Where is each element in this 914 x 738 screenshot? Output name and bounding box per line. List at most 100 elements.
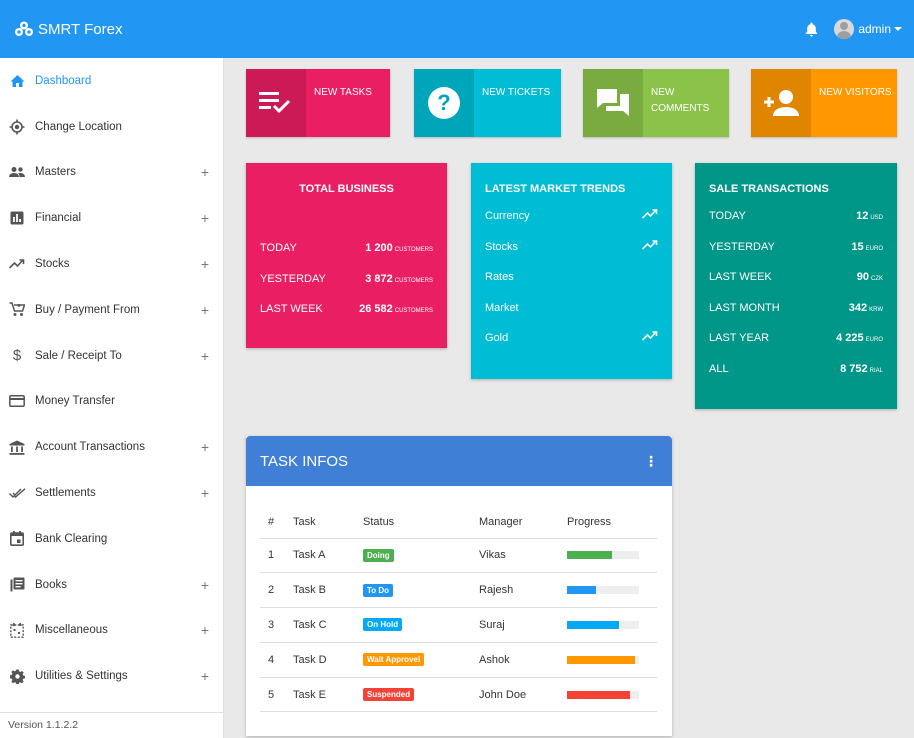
expand-icon[interactable]: +: [200, 301, 209, 318]
expand-icon[interactable]: +: [200, 210, 209, 227]
location-icon: [8, 118, 26, 136]
expand-icon[interactable]: +: [200, 164, 209, 181]
status-badge: Doing: [363, 548, 394, 562]
stat-label: YESTERDAY: [260, 272, 326, 285]
market-trends-card: LATEST MARKET TRENDS Currency Stocks Rat…: [471, 163, 672, 379]
trend-row[interactable]: Gold: [471, 323, 672, 354]
sidebar: Dashboard Change Location Masters + Fina…: [0, 58, 224, 738]
progress-bar: [567, 655, 639, 664]
trend-label: Stocks: [485, 240, 519, 253]
trend-row[interactable]: Currency: [471, 201, 672, 232]
task-manager: Rajesh: [479, 572, 567, 609]
stat-value: 4 225: [836, 332, 864, 345]
stat-unit: EURO: [865, 337, 883, 344]
infobox-new-visitors[interactable]: NEW VISITORS: [751, 69, 897, 137]
sidebar-item-money-transfer[interactable]: Money Transfer: [0, 379, 223, 425]
infobox-new-comments[interactable]: NEW COMMENTS: [583, 69, 729, 137]
sidebar-item-dashboard[interactable]: Dashboard: [0, 58, 223, 104]
task-name: Task D: [293, 642, 363, 678]
sidebar-item-label: Sale / Receipt To: [35, 349, 122, 362]
help-icon: ?: [414, 69, 474, 137]
sidebar-item-stocks[interactable]: Stocks +: [0, 241, 223, 287]
expand-icon[interactable]: +: [200, 347, 209, 364]
stat-row: LAST MONTH 342 KRW: [695, 293, 897, 324]
task-infos-header: TASK INFOS ⋮: [246, 436, 672, 486]
trend-label: Rates: [485, 271, 514, 284]
brand[interactable]: SMRT Forex: [14, 21, 122, 38]
more-vert-icon[interactable]: ⋮: [644, 452, 658, 469]
total-business-card: TOTAL BUSINESS TODAY 1 200 CUSTOMERS YEST…: [246, 163, 447, 348]
task-manager: Vikas: [479, 538, 567, 574]
calendar-icon: [8, 530, 26, 548]
table-row[interactable]: 4 Task D Wait Approvel Ashok: [260, 642, 657, 678]
avatar[interactable]: [834, 19, 855, 39]
people-icon: [8, 163, 26, 181]
infobox-label: NEW TASKS: [314, 87, 372, 98]
stat-unit: CUSTOMERS: [394, 308, 433, 315]
stat-row: LAST WEEK 26 582 CUSTOMERS: [246, 294, 447, 325]
table-row[interactable]: 2 Task B To Do Rajesh: [260, 572, 657, 609]
sidebar-item-account-transactions[interactable]: Account Transactions +: [0, 424, 223, 470]
sidebar-item-bank-clearing[interactable]: Bank Clearing: [0, 516, 223, 562]
stat-unit: KRW: [869, 306, 883, 313]
stat-unit: RIAL: [869, 367, 883, 374]
status-badge: Wait Approvel: [363, 653, 425, 667]
expand-icon[interactable]: +: [200, 668, 209, 685]
expand-icon[interactable]: +: [200, 485, 209, 502]
infobox-new-tickets[interactable]: ? NEW TICKETS: [414, 69, 561, 137]
stat-value: 15: [851, 240, 864, 253]
sidebar-item-label: Dashboard: [35, 74, 92, 87]
trend-row[interactable]: Market: [471, 293, 672, 324]
status-badge: To Do: [363, 583, 394, 597]
trend-label: Gold: [485, 332, 509, 345]
task-number: 2: [260, 572, 293, 609]
sidebar-item-masters[interactable]: Masters +: [0, 150, 223, 196]
stat-label: LAST YEAR: [709, 332, 770, 345]
task-name: Task C: [293, 607, 363, 643]
sidebar-item-books[interactable]: Books +: [0, 562, 223, 608]
sidebar-item-buy-payment-from[interactable]: Buy / Payment From +: [0, 287, 223, 333]
books-icon: [8, 576, 26, 594]
stat-value: 90: [856, 271, 869, 284]
bank-icon: [8, 438, 26, 456]
infobox-new-tasks[interactable]: NEW TASKS: [246, 69, 390, 137]
table-row[interactable]: 3 Task C On Hold Suraj: [260, 607, 657, 643]
sidebar-item-change-location[interactable]: Change Location: [0, 104, 223, 150]
status-badge: On Hold: [363, 618, 403, 632]
expand-icon[interactable]: +: [200, 622, 209, 639]
dashed-calendar-icon: [8, 621, 26, 639]
column-header: Task: [293, 506, 363, 539]
card-title: TOTAL BUSINESS: [299, 183, 394, 195]
expand-icon[interactable]: +: [200, 439, 209, 456]
sidebar-item-label: Account Transactions: [35, 441, 145, 454]
stat-row: YESTERDAY 15 EURO: [695, 232, 897, 263]
stat-row: YESTERDAY 3 872 CUSTOMERS: [246, 264, 447, 295]
progress-fill: [567, 586, 596, 595]
chevron-down-icon[interactable]: [894, 27, 902, 31]
stat-label: LAST MONTH: [709, 301, 780, 314]
trending-up-icon: [642, 239, 658, 250]
expand-icon[interactable]: +: [200, 256, 209, 273]
sidebar-item-label: Buy / Payment From: [35, 303, 140, 316]
progress-bar: [567, 586, 639, 595]
stat-value: 1 200: [365, 242, 393, 254]
sidebar-item-settlements[interactable]: Settlements +: [0, 470, 223, 516]
expand-icon[interactable]: +: [200, 576, 209, 593]
task-infos-card: TASK INFOS ⋮ # Task Status Manager Progr…: [246, 436, 672, 736]
sidebar-item-miscellaneous[interactable]: Miscellaneous +: [0, 608, 223, 654]
trend-row[interactable]: Stocks: [471, 232, 672, 263]
sidebar-item-financial[interactable]: Financial +: [0, 195, 223, 241]
progress-fill: [567, 690, 630, 699]
trend-row[interactable]: Rates: [471, 262, 672, 293]
sidebar-item-utilities-settings[interactable]: Utilities & Settings +: [0, 653, 223, 699]
task-number: 1: [260, 538, 293, 574]
bell-icon[interactable]: [805, 22, 818, 37]
stat-unit: USD: [870, 215, 883, 221]
table-row[interactable]: 1 Task A Doing Vikas: [260, 538, 657, 574]
stat-unit: CZK: [871, 276, 883, 283]
card-title: SALE TRANSACTIONS: [709, 183, 829, 195]
user-name[interactable]: admin: [858, 22, 891, 36]
table-row[interactable]: 5 Task E Suspended John Doe: [260, 677, 657, 713]
sidebar-item-sale-receipt-to[interactable]: $ Sale / Receipt To +: [0, 333, 223, 379]
task-name: Task A: [293, 538, 363, 574]
